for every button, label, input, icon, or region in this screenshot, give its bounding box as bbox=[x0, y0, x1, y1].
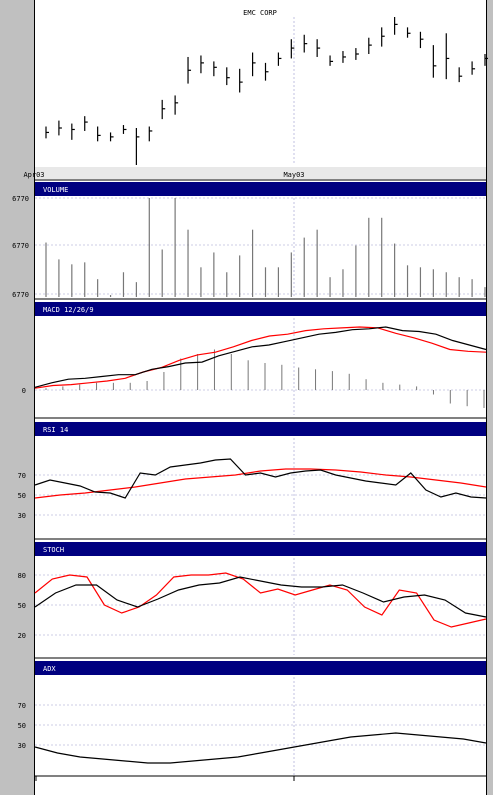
stoch-line bbox=[34, 576, 487, 618]
price-bar bbox=[97, 126, 101, 142]
price-bar bbox=[84, 116, 88, 131]
price-bar bbox=[277, 52, 282, 66]
price-bar bbox=[109, 132, 114, 142]
volume-y-tick: 6770 bbox=[12, 195, 29, 203]
price-bar bbox=[471, 61, 476, 75]
price-bar bbox=[58, 120, 62, 136]
volume-header bbox=[35, 182, 486, 196]
date-axis-band bbox=[35, 167, 486, 179]
price-bar bbox=[187, 56, 192, 84]
adx-line bbox=[34, 732, 487, 764]
stoch-y-tick: 20 bbox=[18, 632, 26, 640]
rsi-y-tick: 30 bbox=[18, 512, 26, 520]
price-bar bbox=[161, 99, 166, 120]
price-bar bbox=[368, 37, 372, 54]
price-bar bbox=[484, 54, 488, 66]
price-bar bbox=[419, 31, 424, 49]
macd-line bbox=[34, 326, 487, 388]
stoch-y-tick: 50 bbox=[18, 602, 26, 610]
price-bar bbox=[148, 126, 153, 142]
macd-label: MACD 12/26/9 bbox=[43, 306, 94, 314]
price-bar bbox=[432, 45, 437, 78]
stoch-header bbox=[35, 542, 486, 556]
adx-header bbox=[35, 661, 486, 675]
adx-y-tick: 30 bbox=[18, 742, 26, 750]
price-bar bbox=[381, 27, 385, 47]
x-tick-label-may: May03 bbox=[283, 171, 304, 179]
rsi-y-tick: 70 bbox=[18, 472, 26, 480]
stoch-label: STOCH bbox=[43, 546, 64, 554]
price-bar bbox=[71, 123, 75, 140]
stoch-signal-line bbox=[34, 572, 487, 628]
macd-header bbox=[35, 302, 486, 316]
macd-y-tick: 0 bbox=[22, 387, 26, 395]
price-bar bbox=[303, 34, 308, 53]
price-bar bbox=[445, 33, 450, 80]
price-bar bbox=[251, 52, 256, 77]
price-bar bbox=[316, 39, 321, 57]
price-bar bbox=[342, 51, 346, 63]
price-bar bbox=[135, 128, 140, 165]
adx-y-tick: 50 bbox=[18, 722, 26, 730]
price-bar bbox=[213, 61, 217, 77]
price-bar bbox=[394, 17, 398, 35]
rsi-header bbox=[35, 422, 486, 436]
rsi-y-tick: 50 bbox=[18, 492, 26, 500]
adx-y-tick: 70 bbox=[18, 702, 26, 710]
chart-title: EMC CORP bbox=[243, 9, 277, 17]
price-bar bbox=[226, 67, 230, 86]
x-tick-label-apr: Apr03 bbox=[23, 171, 44, 179]
volume-label: VOLUME bbox=[43, 186, 68, 194]
macd-signal-line bbox=[34, 326, 487, 389]
price-bar bbox=[290, 39, 295, 59]
rsi-signal-line bbox=[34, 468, 487, 499]
price-bar bbox=[458, 67, 463, 83]
adx-label: ADX bbox=[43, 665, 56, 673]
price-bar bbox=[264, 62, 269, 81]
price-bar bbox=[45, 126, 49, 139]
price-bar bbox=[406, 27, 411, 38]
rsi-label: RSI 14 bbox=[43, 426, 68, 434]
price-bar bbox=[122, 125, 127, 134]
price-bar bbox=[174, 95, 179, 115]
rsi-line bbox=[34, 458, 487, 499]
volume-y-tick: 6770 bbox=[12, 242, 29, 250]
price-bar bbox=[355, 48, 359, 60]
volume-y-tick: 6770 bbox=[12, 291, 29, 299]
price-bar bbox=[200, 55, 204, 74]
price-bar bbox=[239, 68, 243, 93]
stoch-y-tick: 80 bbox=[18, 572, 26, 580]
price-bar bbox=[329, 55, 334, 66]
